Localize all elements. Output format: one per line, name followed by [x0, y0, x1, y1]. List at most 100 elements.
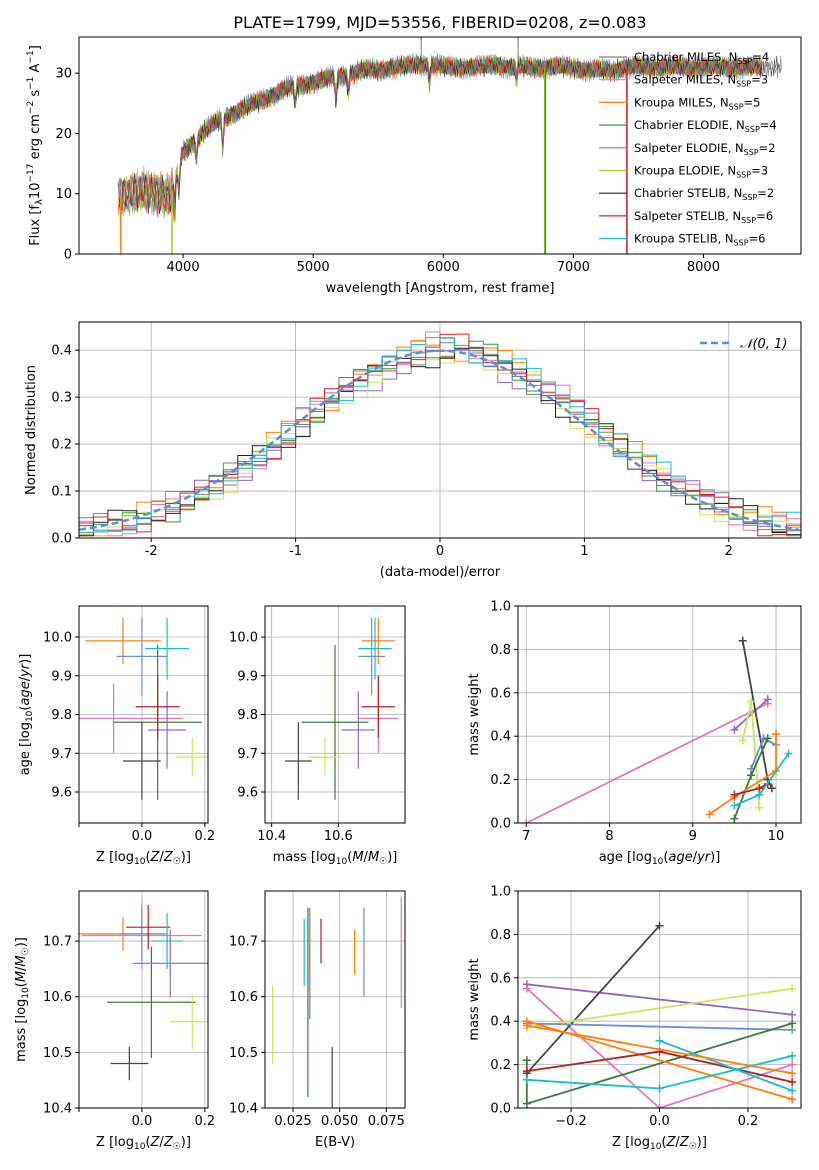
- y-tick-label: 10.5: [43, 1046, 72, 1061]
- legend-subscript: SSP: [741, 216, 756, 225]
- y-tick-label: 9.8: [51, 708, 72, 723]
- weight-vs-Z-panel: −0.2 0.0 0.2 0.0 0.2 0.4 0.6 0.8 1.0 Z [log10(Z/…: [467, 885, 802, 1152]
- weight-point-marker: [788, 1069, 797, 1078]
- weight-point-marker: [522, 1075, 531, 1084]
- y-tick-label: 0: [64, 248, 72, 263]
- weight-series-line: [526, 925, 661, 1074]
- residuals-ticks: -2 -1 0 1 2 0.0 0.1 0.2 0.3 0.4: [51, 344, 733, 559]
- histogram-series: [79, 333, 801, 537]
- legend-value: =3: [751, 164, 768, 178]
- legend-value: =4: [760, 118, 777, 132]
- weight-age-marks: [522, 636, 793, 823]
- x-tick-label: 10: [768, 829, 785, 844]
- x-tick-label: -2: [145, 544, 158, 559]
- spectrum-legend: Chabrier MILES, NSSP=4 Salpeter MILES, NS…: [599, 50, 777, 248]
- spectrum-line: [117, 55, 782, 213]
- y-tick-label: 9.7: [51, 747, 72, 762]
- y-tick-label: 10.5: [229, 1046, 258, 1061]
- legend-value: =2: [759, 141, 776, 155]
- weight-point-marker: [788, 1010, 797, 1019]
- weight-point-marker: [522, 1021, 531, 1030]
- weight-series-line: [525, 702, 769, 823]
- y-tick-label: 9.6: [237, 786, 258, 801]
- spectrum-xlabel: wavelength [Angstrom, rest frame]: [326, 281, 555, 296]
- figure-title: PLATE=1799, MJD=53556, FIBERID=0208, z=0…: [233, 13, 646, 32]
- weight-point-marker: [730, 790, 739, 799]
- mass-Z-ylabel: mass [log10(M/M☉)]: [14, 937, 31, 1062]
- weight-series-line: [708, 734, 777, 816]
- y-tick-label: 10: [55, 187, 72, 202]
- x-tick-label: 9: [689, 829, 697, 844]
- y-tick-label: 9.6: [51, 786, 72, 801]
- x-tick-label: 0.0: [132, 829, 153, 844]
- y-tick-label: 0.6: [490, 971, 511, 986]
- legend-value: =6: [756, 209, 773, 223]
- weight-age-ticks: 7 8 9 10 0.0 0.2 0.4 0.6 0.8 1.0: [490, 600, 784, 845]
- x-tick-label: 10.4: [257, 829, 286, 844]
- legend-label: Chabrier ELODIE, NSSP=4: [634, 118, 777, 134]
- legend-label: Kroupa ELODIE, NSSP=3: [634, 164, 768, 180]
- weight-point-marker: [788, 1060, 797, 1069]
- residuals-marks: [79, 331, 801, 537]
- age-vs-Z-panel: 0.0 0.2 9.6 9.7 9.8 9.9 10.0 Z [log10(Z/Z☉)] a…: [18, 605, 215, 867]
- legend-label: Chabrier STELIB, NSSP=2: [634, 186, 774, 202]
- legend-subscript: SSP: [736, 171, 751, 180]
- legend-subscript: SSP: [729, 102, 744, 111]
- legend-subscript: SSP: [742, 193, 757, 202]
- legend-label: Salpeter STELIB, NSSP=6: [634, 209, 773, 225]
- y-tick-label: 0.8: [490, 928, 511, 943]
- x-tick-label: 0.0: [132, 1114, 153, 1129]
- weight-Z-xlabel: Z [log10(Z/Z☉)]: [612, 1135, 707, 1152]
- weight-point-marker: [738, 736, 747, 745]
- weight-point-marker: [755, 790, 764, 799]
- x-tick-label: 7000: [557, 260, 590, 275]
- x-tick-label: 0.2: [195, 1114, 216, 1129]
- weight-age-xlabel: age [log10(age/yr)]: [599, 850, 721, 867]
- normal-legend-label: 𝒩(0, 1): [740, 337, 787, 352]
- legend-label: Chabrier MILES, NSSP=4: [634, 50, 769, 66]
- residuals-panel: -2 -1 0 1 2 0.0 0.1 0.2 0.3 0.4 𝒩(0, 1) (data-mod…: [24, 321, 802, 580]
- age-Z-ylabel: age [log10(age/yr)]: [18, 654, 35, 776]
- y-tick-label: 9.9: [51, 669, 72, 684]
- age-Z-ticks: 0.0 0.2 9.6 9.7 9.8 9.9 10.0: [43, 631, 215, 845]
- spectrum-ticks: 4000 5000 6000 7000 8000 0 10 20 30: [55, 67, 720, 275]
- weight-point-marker: [755, 803, 764, 812]
- age-mass-ticks: 10.4 10.6 9.6 9.7 9.8 9.9 10.0: [229, 631, 353, 845]
- weight-point-marker: [788, 1095, 797, 1104]
- mass-ebv-grid: [265, 891, 405, 1109]
- spectrum-panel: 4000 5000 6000 7000 8000 0 10 20 30 Chabrier MIL…: [26, 36, 802, 296]
- y-tick-label: 1.0: [490, 885, 511, 900]
- histogram-series: [79, 347, 801, 537]
- mass-vs-ebv-panel: 0.025 0.050 0.075 10.4 10.5 10.6 10.7 E(B-V): [229, 890, 406, 1150]
- legend-value: =4: [752, 50, 769, 64]
- x-tick-label: 8: [605, 829, 613, 844]
- spectrum-ylabel: Flux [fλ10−17 erg cm−2 s−1 A−1]: [26, 45, 45, 246]
- weight-point-marker: [522, 819, 531, 823]
- weight-point-marker: [747, 697, 756, 706]
- residuals-legend: 𝒩(0, 1): [700, 337, 787, 352]
- y-tick-label: 10.6: [43, 990, 72, 1005]
- mass-ebv-frame: [264, 890, 406, 1109]
- weight-point-marker: [522, 980, 531, 989]
- x-tick-label: 1: [580, 544, 588, 559]
- weight-point-marker: [522, 1056, 531, 1065]
- spectrum-frame: [78, 36, 802, 255]
- mass-Z-xlabel: Z [log10(Z/Z☉)]: [96, 1135, 191, 1152]
- weight-point-marker: [788, 1019, 797, 1028]
- mass-Z-marks: [79, 902, 208, 1081]
- y-tick-label: 0.0: [490, 1102, 511, 1117]
- legend-label: Salpeter ELODIE, NSSP=2: [634, 141, 776, 157]
- legend-label: Salpeter MILES, NSSP=3: [634, 73, 768, 89]
- mass-ebv-ticks: 0.025 0.050 0.075 10.4 10.5 10.6 10.7: [229, 935, 405, 1129]
- x-tick-label: 0.050: [321, 1114, 358, 1129]
- x-tick-label: 7: [522, 829, 530, 844]
- weight-series-line: [526, 1024, 793, 1075]
- x-tick-label: 0.075: [368, 1114, 405, 1129]
- x-tick-label: 0: [436, 544, 444, 559]
- y-tick-label: 9.9: [237, 669, 258, 684]
- weight-vs-age-panel: 7 8 9 10 0.0 0.2 0.4 0.6 0.8 1.0 age [log10(age/y…: [467, 600, 802, 867]
- y-tick-label: 10.7: [229, 935, 258, 950]
- legend-value: =3: [751, 73, 768, 87]
- y-tick-label: 0.4: [51, 344, 72, 359]
